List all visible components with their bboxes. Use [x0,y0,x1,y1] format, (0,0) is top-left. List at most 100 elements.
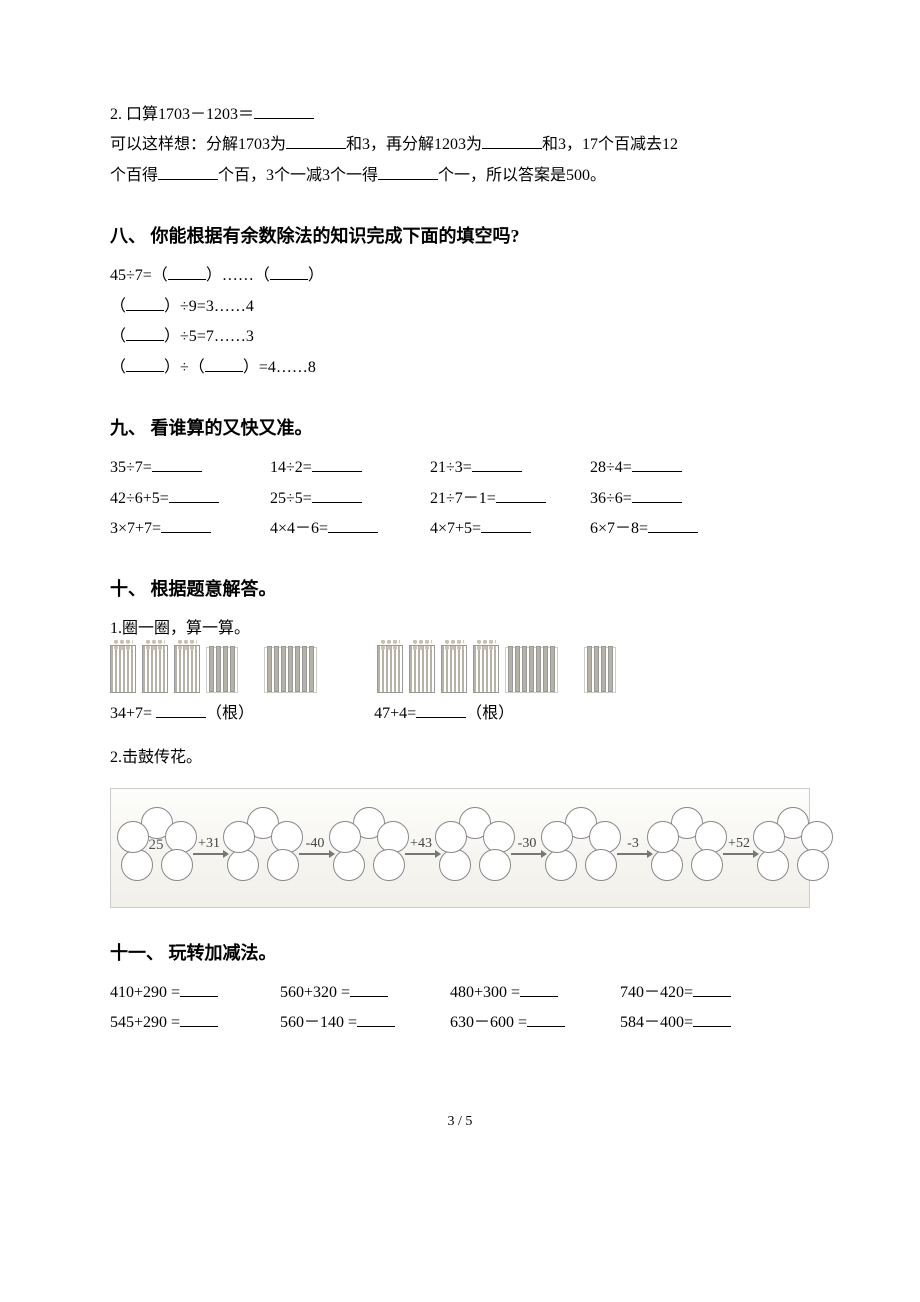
s9-row3: 3×7+7= 4×4－6= 4×7+5= 6×7－8= [110,514,810,544]
page-number: 3 / 5 [110,1109,810,1136]
flower-icon[interactable] [647,807,725,885]
section-9-body: 35÷7= 14÷2= 21÷3= 28÷4= 42÷6+5= 25÷5= 21… [110,453,810,544]
flower-icon[interactable] [435,807,513,885]
blank[interactable] [156,701,206,718]
eq: 47+4=（根） [374,699,514,729]
blank[interactable] [472,455,522,472]
text: （根） [466,705,514,722]
blank[interactable] [180,980,218,997]
q2-line1: 2. 口算1703－1203＝ [110,100,810,130]
eq: 3×7+7= [110,514,270,544]
eq: 21÷7－1= [430,484,590,514]
text: 545+290 = [110,1014,180,1031]
s8-line1: 45÷7=（）……（） [110,261,810,291]
eq: 28÷4= [590,453,750,483]
section-8-title: 八、 你能根据有余数除法的知识完成下面的填空吗? [110,219,810,253]
blank[interactable] [180,1010,218,1027]
blank[interactable] [126,324,164,341]
eq: 560+320 = [280,978,450,1008]
blank[interactable] [378,163,438,180]
section-10-body: 1.圈一圈，算一算。 [110,614,810,907]
blank[interactable] [254,102,314,119]
eq: 584－400= [620,1008,790,1038]
s10-sub2: 2.击鼓传花。 [110,743,810,773]
eq: 4×7+5= [430,514,590,544]
blank[interactable] [328,516,378,533]
sticks-right [377,645,616,693]
blank[interactable] [286,132,346,149]
text: 630－600 = [450,1014,527,1031]
stick-bundle-icon [142,645,168,693]
blank[interactable] [270,263,308,280]
text: 个百，3个一减3个一得 [218,167,378,184]
text: 6×7－8= [590,520,648,537]
blank[interactable] [161,516,211,533]
blank[interactable] [481,516,531,533]
loose-sticks-icon [505,647,558,693]
text: 4×7+5= [430,520,481,537]
blank[interactable] [693,1010,731,1027]
s9-row2: 42÷6+5= 25÷5= 21÷7－1= 36÷6= [110,484,810,514]
s8-line2: （）÷9=3……4 [110,292,810,322]
stick-bundle-icon [409,645,435,693]
blank[interactable] [693,980,731,997]
text: 可以这样想：分解1703为 [110,136,286,153]
flower-icon[interactable] [753,807,831,885]
op-label: -30 [509,837,545,851]
op-label: +52 [721,837,757,851]
text: ）÷（ [164,359,205,376]
op-arrow: -40 [297,837,333,855]
q2-block: 2. 口算1703－1203＝ 可以这样想：分解1703为和3，再分解1203为… [110,100,810,191]
q2-line3: 个百得个百，3个一减3个一得个一，所以答案是500。 [110,161,810,191]
blank[interactable] [416,701,466,718]
section-10-title: 十、 根据题意解答。 [110,572,810,606]
loose-sticks-icon [264,647,317,693]
blank[interactable] [357,1010,395,1027]
blank[interactable] [168,263,206,280]
text: （ [110,328,126,345]
text: 42÷6+5= [110,490,169,507]
blank[interactable] [632,455,682,472]
op-arrow: +43 [403,837,439,855]
blank[interactable] [350,980,388,997]
eq: 25÷5= [270,484,430,514]
text: 和3，17个百减去12 [542,136,678,153]
blank[interactable] [158,163,218,180]
blank[interactable] [632,486,682,503]
text: 个一，所以答案是500。 [438,167,606,184]
eq: 14÷2= [270,453,430,483]
text: 45÷7=（ [110,267,168,284]
stick-bundle-icon [441,645,467,693]
blank[interactable] [496,486,546,503]
blank[interactable] [527,1010,565,1027]
eq: 560－140 = [280,1008,450,1038]
flower-icon[interactable] [329,807,407,885]
text: ）=4……8 [243,359,316,376]
flower-icon[interactable] [223,807,301,885]
eq: 36÷6= [590,484,750,514]
blank[interactable] [126,294,164,311]
eq: 410+290 = [110,978,280,1008]
eq: 545+290 = [110,1008,280,1038]
blank[interactable] [482,132,542,149]
sticks-left [110,645,317,693]
blank[interactable] [169,486,219,503]
flower-icon[interactable] [541,807,619,885]
section-9-title: 九、 看谁算的又快又准。 [110,411,810,445]
sticks-figure [110,645,810,693]
s9-row1: 35÷7= 14÷2= 21÷3= 28÷4= [110,453,810,483]
blank[interactable] [648,516,698,533]
op-label: -3 [615,837,651,851]
text: 21÷3= [430,459,472,476]
blank[interactable] [126,355,164,372]
blank[interactable] [520,980,558,997]
blank[interactable] [312,486,362,503]
blank[interactable] [312,455,362,472]
blank[interactable] [205,355,243,372]
eq: 4×4－6= [270,514,430,544]
text: ）……（ [206,267,270,284]
s8-line4: （）÷（）=4……8 [110,353,810,383]
section-8-body: 45÷7=（）……（） （）÷9=3……4 （）÷5=7……3 （）÷（）=4…… [110,261,810,383]
text: 25÷5= [270,490,312,507]
blank[interactable] [152,455,202,472]
